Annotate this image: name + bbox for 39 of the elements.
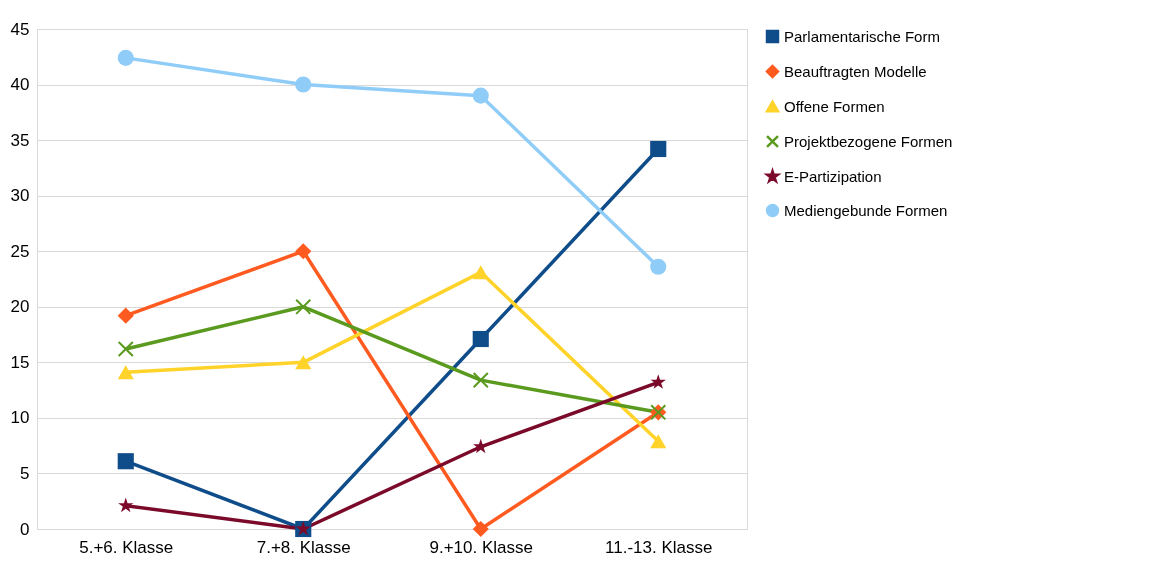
point bbox=[295, 355, 312, 370]
point bbox=[117, 365, 134, 380]
point bbox=[472, 87, 489, 104]
point bbox=[650, 140, 667, 158]
point bbox=[650, 434, 667, 449]
point bbox=[118, 497, 134, 513]
point bbox=[472, 265, 489, 280]
y-tick-label: 10 bbox=[10, 408, 30, 428]
point bbox=[472, 330, 489, 348]
y-tick-label: 0 bbox=[20, 519, 30, 539]
x-tick-label: 9.+10. Klasse bbox=[429, 537, 533, 557]
legend-label: Mediengebunde Formen bbox=[784, 201, 948, 219]
legend-label: Parlamentarische Form bbox=[784, 27, 940, 45]
point bbox=[295, 243, 312, 260]
y-tick-label: 30 bbox=[10, 186, 30, 206]
point bbox=[117, 453, 134, 470]
point bbox=[295, 76, 312, 93]
point bbox=[472, 372, 489, 389]
x-tick-label: 7.+8. Klasse bbox=[256, 537, 351, 557]
y-tick-label: 40 bbox=[10, 75, 30, 95]
point bbox=[117, 307, 134, 324]
y-tick-label: 35 bbox=[10, 130, 30, 150]
legend-label: Projektbezogene Formen bbox=[784, 132, 953, 150]
legend-label: Offene Formen bbox=[784, 97, 885, 115]
point bbox=[650, 258, 667, 275]
point bbox=[650, 374, 666, 389]
point bbox=[117, 340, 134, 358]
y-tick-label: 25 bbox=[10, 241, 30, 261]
y-tick-label: 45 bbox=[10, 19, 30, 39]
y-tick-label: 5 bbox=[20, 463, 30, 483]
x-tick-label: 11.-13. Klasse bbox=[605, 537, 713, 557]
point bbox=[295, 298, 312, 315]
x-tick-label: 5.+6. Klasse bbox=[79, 537, 174, 557]
point bbox=[117, 49, 134, 66]
point bbox=[472, 520, 489, 538]
y-tick-label: 20 bbox=[10, 297, 30, 317]
legend-label: E-Partizipation bbox=[784, 167, 882, 185]
legend-label: Beauftragten Modelle bbox=[784, 62, 927, 80]
y-tick-label: 15 bbox=[10, 352, 30, 372]
